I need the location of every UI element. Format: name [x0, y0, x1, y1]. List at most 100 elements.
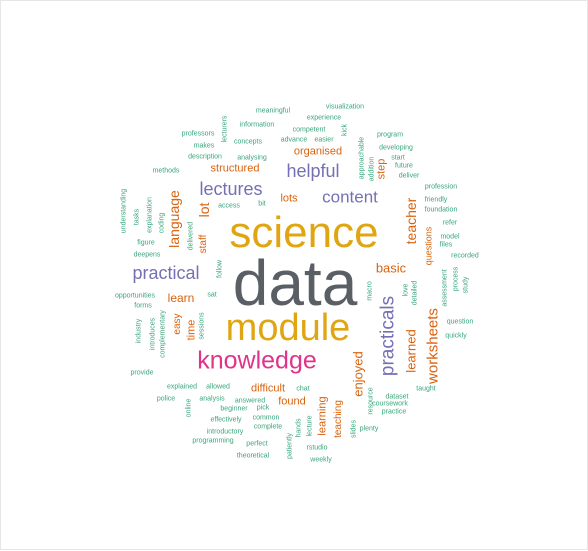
word-found: found	[278, 395, 306, 408]
word-bit: bit	[258, 200, 266, 208]
word-complementary: complementary	[159, 310, 167, 358]
word-program: program	[376, 131, 404, 139]
word-learned: learned	[403, 329, 419, 373]
word-lot: lot	[196, 202, 212, 218]
word-chat: chat	[296, 385, 310, 393]
word-enjoyed: enjoyed	[350, 351, 366, 397]
word-study: study	[462, 276, 470, 294]
word-information: information	[239, 121, 275, 129]
word-dataset: dataset	[385, 393, 409, 401]
word-access: access	[218, 202, 240, 210]
word-professors: professors	[181, 130, 215, 138]
word-answered: answered	[234, 397, 266, 405]
word-process: process	[452, 266, 460, 292]
word-weekly: weekly	[310, 456, 332, 464]
word-advance: advance	[280, 136, 308, 144]
word-makes: makes	[193, 142, 215, 150]
word-understanding: understanding	[120, 188, 128, 234]
word-content: content	[322, 187, 378, 207]
word-coursework: coursework	[372, 400, 408, 408]
word-competent: competent	[292, 126, 326, 134]
word-helpful: helpful	[286, 161, 340, 181]
word-basic: basic	[375, 260, 407, 276]
word-lecture: lecture	[306, 415, 314, 437]
word-love: love	[402, 283, 410, 297]
word-complete: complete	[253, 423, 283, 431]
word-online: online	[185, 398, 193, 418]
word-description: description	[188, 153, 222, 161]
word-plenty: plenty	[359, 425, 379, 433]
word-macro: macro	[366, 281, 374, 301]
word-analysis: analysis	[199, 395, 225, 403]
word-teacher: teacher	[403, 197, 419, 245]
word-follow: follow	[216, 260, 224, 278]
word-worksheets: worksheets	[424, 308, 442, 384]
word-methods: methods	[152, 167, 180, 175]
word-hands: hands	[295, 418, 303, 438]
word-sat: sat	[207, 291, 217, 299]
word-step: step	[375, 158, 388, 180]
word-deepens: deepens	[133, 251, 161, 259]
word-industry: industry	[135, 318, 143, 344]
word-kick: kick	[341, 123, 349, 137]
word-time: time	[185, 319, 198, 341]
word-structured: structured	[210, 162, 260, 175]
word-analysing: analysing	[237, 154, 267, 162]
word-delivered: delivered	[187, 221, 195, 251]
word-files: files	[439, 241, 453, 249]
word-deliver: deliver	[398, 172, 420, 180]
word-detailed: detailed	[411, 280, 419, 306]
word-data: data	[232, 247, 358, 319]
word-allowed: allowed	[206, 383, 230, 391]
word-assessment: assessment	[441, 269, 449, 307]
word-taught: taught	[416, 385, 436, 393]
word-lots: lots	[280, 192, 298, 205]
word-start: start	[391, 154, 405, 162]
word-question: question	[446, 318, 474, 326]
word-practice: practice	[381, 408, 407, 416]
word-learn: learn	[167, 291, 195, 305]
word-forms: forms	[134, 302, 152, 310]
word-meaningful: meaningful	[255, 107, 291, 115]
word-introduces: introduces	[149, 317, 157, 351]
word-police: police	[156, 395, 176, 403]
word-concepts: concepts	[233, 138, 263, 146]
word-beginner: beginner	[220, 405, 248, 413]
word-knowledge: knowledge	[197, 346, 317, 375]
word-refer: refer	[442, 219, 458, 227]
word-introductory: introductory	[206, 428, 244, 436]
word-explained: explained	[167, 383, 197, 391]
word-lecturers: lecturers	[221, 115, 229, 143]
word-visualization: visualization	[325, 103, 365, 111]
word-difficult: difficult	[250, 382, 286, 395]
word-questions: questions	[423, 226, 434, 266]
word-language: language	[166, 190, 182, 248]
word-common: common	[252, 414, 280, 422]
word-opportunities: opportunities	[114, 292, 156, 300]
word-addition: addition	[368, 156, 376, 182]
word-programming: programming	[192, 437, 234, 445]
word-developing: developing	[379, 144, 413, 152]
word-slides: slides	[350, 420, 358, 438]
word-easy: easy	[172, 313, 183, 335]
word-provide: provide	[130, 369, 154, 377]
word-module: module	[225, 307, 351, 349]
word-rstudio: rstudio	[306, 444, 328, 452]
word-tasks: tasks	[133, 208, 141, 226]
word-profession: profession	[424, 183, 458, 191]
word-teaching: teaching	[333, 400, 344, 438]
word-recorded: recorded	[451, 252, 479, 260]
word-patiently: patiently	[286, 432, 294, 460]
word-explanation: explanation	[146, 197, 154, 233]
word-lectures: lectures	[199, 179, 263, 199]
word-pick: pick	[256, 404, 270, 412]
word-organised: organised	[293, 145, 343, 158]
word-coding: coding	[158, 212, 166, 234]
word-science: science	[229, 208, 379, 257]
word-theoretical: theoretical	[236, 452, 270, 460]
word-approachable: approachable	[358, 136, 366, 180]
word-perfect: perfect	[246, 440, 268, 448]
word-staff: staff	[198, 234, 209, 254]
word-effectively: effectively	[210, 416, 242, 424]
